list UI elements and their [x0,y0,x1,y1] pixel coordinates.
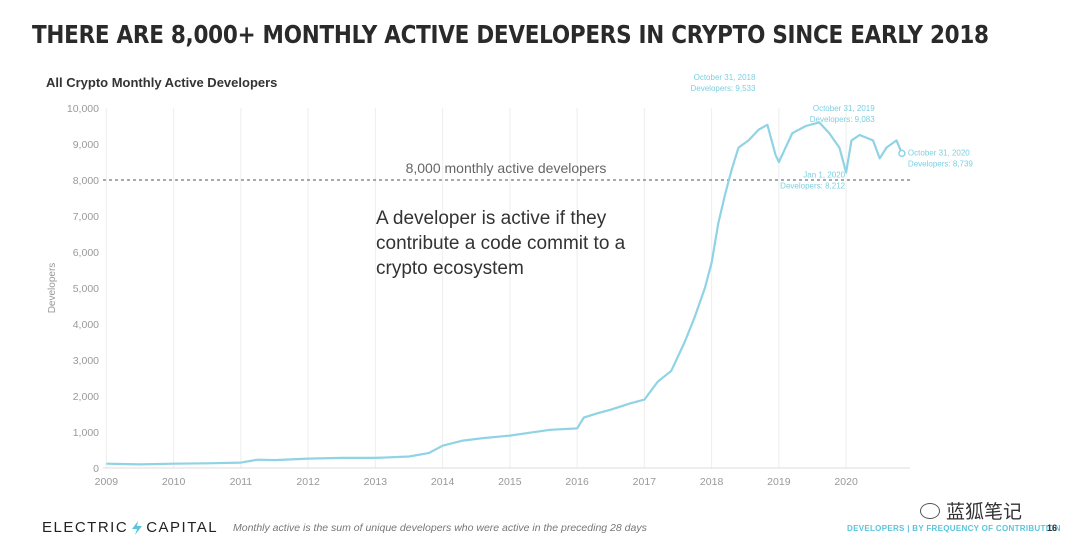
callout-label: Developers: 8,739 [908,159,973,168]
slide-title: THERE ARE 8,000+ MONTHLY ACTIVE DEVELOPE… [32,20,989,49]
y-axis-label: Developers [47,263,58,314]
x-tick-label: 2014 [431,476,455,488]
footer-section-label: DEVELOPERS | BY FREQUENCY OF CONTRIBUTIO… [847,524,1061,533]
threshold-label: 8,000 monthly active developers [406,160,607,176]
y-tick-label: 10,000 [67,103,99,115]
callout-label: October 31, 2020 [908,148,970,157]
x-tick-label: 2011 [230,476,253,488]
wechat-icon [920,502,940,519]
x-tick-label: 2012 [296,476,320,488]
chart-title: All Crypto Monthly Active Developers [46,75,278,90]
definition-note: A developer is active if they contribute… [376,208,626,279]
y-tick-label: 4,000 [73,319,99,331]
callout-label: Developers: 9,083 [810,115,875,124]
x-tick-label: 2016 [565,476,589,488]
x-tick-label: 2015 [498,476,522,488]
watermark-text: 蓝狐笔记 [946,502,1023,523]
x-tick-label: 2013 [364,476,388,488]
brand-logo: ELECTRIC CAPITAL [42,519,218,536]
y-tick-label: 7,000 [73,211,99,223]
x-tick-label: 2019 [767,476,791,488]
y-tick-label: 9,000 [73,139,99,151]
brand-logo-right: CAPITAL [146,519,219,536]
page-number: 16 [1047,523,1058,533]
y-tick-label: 0 [93,463,99,475]
x-tick-label: 2009 [95,476,119,488]
y-tick-label: 8,000 [73,175,99,187]
y-tick-label: 5,000 [73,283,99,295]
series-line [106,121,903,466]
y-tick-label: 1,000 [73,427,99,439]
x-tick-label: 2020 [834,476,858,488]
callout-label: Jan 1, 2020 [803,170,845,179]
y-tick-label: 2,000 [73,391,99,403]
end-point-marker [898,149,906,158]
watermark: 蓝狐笔记 [920,497,1022,524]
x-tick-label: 2018 [700,476,724,488]
brand-logo-left: ELECTRIC [42,519,129,536]
callout-label: Developers: 8,212 [780,181,845,190]
x-tick-label: 2010 [162,476,186,488]
y-tick-label: 6,000 [73,247,99,259]
callout-label: October 31, 2019 [813,104,875,113]
callout-label: October 31, 2018 [694,73,756,82]
lightning-icon [132,520,143,535]
callout-label: Developers: 9,533 [690,84,755,93]
footer-note: Monthly active is the sum of unique deve… [233,522,647,534]
x-tick-label: 2017 [633,476,657,488]
y-tick-label: 3,000 [73,355,99,367]
